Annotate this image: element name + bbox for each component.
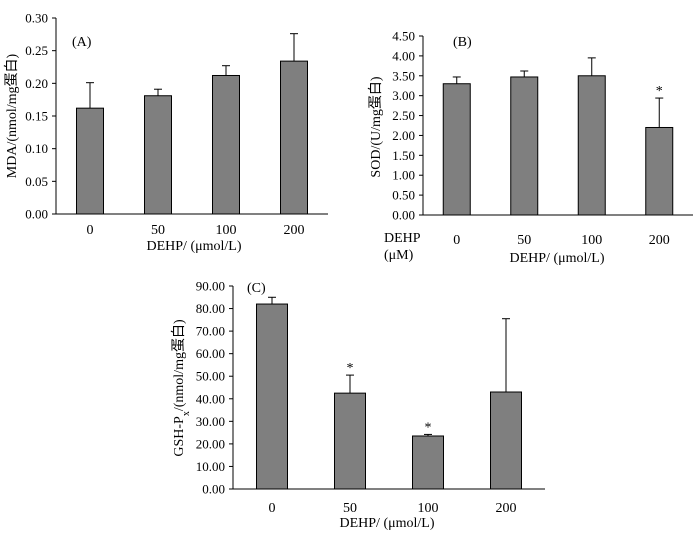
panel-label: (A)	[72, 35, 92, 50]
y-tick-label: 0.05	[25, 174, 48, 189]
x-tick-label: 50	[517, 233, 531, 248]
x-axis-label: DEHP/ (μmol/L)	[510, 251, 605, 266]
panel-label: (B)	[453, 35, 472, 50]
y-tick-label: 2.50	[392, 108, 415, 123]
y-tick-label: 0.30	[25, 11, 48, 26]
significance-star: *	[656, 84, 663, 99]
y-tick-label: 80.00	[196, 301, 225, 316]
x-tick-label: 200	[284, 223, 305, 238]
chart-panel-a: 0.00 0.05 0.10 0.15 0.20 0.25 0.30 0 50 100 200 (A)…	[4, 11, 328, 254]
y-tick-label: 0.10	[25, 141, 48, 156]
significance-star: *	[347, 361, 354, 376]
x-tick-label: 0	[453, 233, 460, 248]
y-axis-label: MDA/(nmol/mg蛋白)	[4, 53, 20, 178]
bar-200	[645, 126, 674, 216]
bar-100	[577, 75, 606, 216]
bar-0	[442, 83, 471, 216]
y-axis-label-main: GSH-P	[172, 416, 187, 457]
x-tick-label: 50	[343, 501, 357, 516]
x-axis-title-line: DEHP	[384, 231, 421, 246]
y-tick-label: 3.50	[392, 68, 415, 83]
x-tick-label: 200	[496, 501, 517, 516]
y-tick-label: 40.00	[196, 391, 225, 406]
y-axis-label: GSH-Px/(nmol/mg蛋白)	[171, 319, 192, 457]
x-tick-label: 0	[87, 223, 94, 238]
x-tick-label: 0	[269, 501, 276, 516]
bar-0	[76, 107, 104, 215]
bar-200	[490, 391, 522, 490]
x-tick-label: 100	[581, 233, 602, 248]
x-axis-label: DEHP/ (μmol/L)	[340, 516, 435, 531]
y-tick-label: 90.00	[196, 279, 225, 294]
y-tick-label: 0.00	[392, 208, 415, 223]
bar-200	[280, 60, 308, 215]
y-tick-label: 0.00	[25, 207, 48, 222]
y-tick-label: 1.50	[392, 148, 415, 163]
y-tick-label: 30.00	[196, 414, 225, 429]
y-axis-label: SOD/(U/mg蛋白)	[368, 76, 384, 177]
chart-panel-c: 0.00 10.00 20.00 30.00 40.00 50.00 60.00 70.00 8…	[171, 279, 545, 531]
significance-star: *	[425, 420, 432, 435]
x-tick-label: 200	[649, 233, 670, 248]
y-tick-label: 3.00	[392, 88, 415, 103]
x-tick-label: 50	[151, 223, 165, 238]
y-tick-label: 50.00	[196, 369, 225, 384]
bar-0	[256, 303, 288, 490]
bar-100	[212, 74, 240, 215]
y-tick-label: 0.20	[25, 76, 48, 91]
y-tick-label: 0.50	[392, 188, 415, 203]
x-tick-label: 100	[216, 223, 237, 238]
bar-50	[144, 95, 172, 215]
y-tick-label: 70.00	[196, 324, 225, 339]
y-tick-label: 4.50	[392, 29, 415, 44]
y-tick-label: 0.25	[25, 43, 48, 58]
bar-50	[510, 76, 539, 216]
y-tick-label: 2.00	[392, 128, 415, 143]
x-axis-label: DEHP/ (μmol/L)	[147, 239, 242, 254]
y-tick-label: 1.00	[392, 168, 415, 183]
y-axis-label-rest: /(nmol/mg蛋白)	[171, 319, 187, 411]
y-tick-label: 0.15	[25, 109, 48, 124]
y-tick-label: 4.00	[392, 48, 415, 63]
y-axis-label-subscript: x	[181, 411, 192, 416]
y-tick-label: 60.00	[196, 346, 225, 361]
y-tick-label: 0.00	[202, 482, 225, 497]
x-tick-label: 100	[418, 501, 439, 516]
bar-100	[412, 435, 444, 490]
bar-50	[334, 392, 366, 490]
x-axis-title-line: (μM)	[384, 248, 414, 263]
panel-label: (C)	[247, 281, 266, 296]
y-tick-label: 10.00	[196, 459, 225, 474]
y-tick-label: 20.00	[196, 436, 225, 451]
chart-panel-b: 0.00 0.50 1.00 1.50 2.00 2.50 3.00 3.50 4.00 4.50…	[368, 29, 693, 266]
